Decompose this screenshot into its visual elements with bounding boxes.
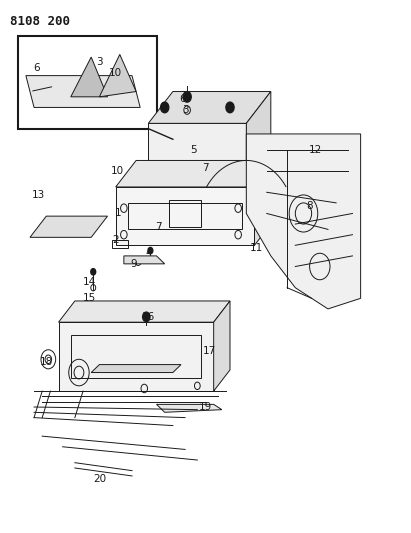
Circle shape [183, 92, 191, 102]
Text: 10: 10 [111, 166, 124, 176]
Bar [169, 200, 201, 227]
Polygon shape [124, 256, 165, 264]
Text: 12: 12 [309, 145, 322, 155]
Polygon shape [148, 92, 271, 123]
Polygon shape [148, 123, 246, 198]
Circle shape [148, 247, 153, 254]
Polygon shape [58, 322, 214, 391]
Bar [112, 240, 128, 248]
Text: 11: 11 [250, 243, 263, 253]
Text: 16: 16 [142, 312, 155, 322]
Bar [128, 203, 242, 229]
Text: 3: 3 [96, 58, 103, 67]
Text: 8: 8 [306, 200, 313, 211]
Polygon shape [115, 160, 275, 187]
Polygon shape [30, 216, 108, 237]
Polygon shape [99, 54, 136, 97]
Polygon shape [115, 187, 254, 245]
Circle shape [143, 312, 150, 321]
Polygon shape [26, 76, 140, 108]
FancyArrowPatch shape [33, 87, 52, 91]
Bar [18, 36, 157, 128]
Bar [71, 335, 201, 378]
Polygon shape [58, 301, 230, 322]
Text: 1: 1 [114, 208, 121, 219]
Text: 18: 18 [40, 357, 53, 367]
Text: 4: 4 [145, 248, 152, 259]
Text: 6: 6 [33, 63, 39, 72]
Text: 7: 7 [155, 222, 162, 232]
Polygon shape [91, 365, 181, 373]
Polygon shape [246, 134, 360, 309]
Text: 10: 10 [109, 68, 122, 78]
Text: 6: 6 [180, 94, 186, 104]
Circle shape [91, 269, 96, 275]
Circle shape [161, 102, 169, 113]
Text: 17: 17 [203, 346, 216, 357]
Text: 8108 200: 8108 200 [9, 14, 69, 28]
Text: 7: 7 [202, 164, 209, 173]
Text: 9: 9 [131, 259, 137, 269]
Polygon shape [214, 301, 230, 391]
Circle shape [226, 102, 234, 113]
Text: 3: 3 [182, 105, 188, 115]
Text: 20: 20 [93, 474, 106, 483]
Polygon shape [157, 405, 222, 413]
Polygon shape [71, 57, 108, 97]
Text: 19: 19 [199, 402, 212, 412]
Text: 15: 15 [83, 293, 96, 303]
Polygon shape [246, 92, 271, 198]
Text: 5: 5 [190, 145, 196, 155]
Text: 2: 2 [112, 235, 119, 245]
Text: 13: 13 [32, 190, 45, 200]
Polygon shape [254, 160, 275, 245]
Text: 14: 14 [83, 277, 96, 287]
